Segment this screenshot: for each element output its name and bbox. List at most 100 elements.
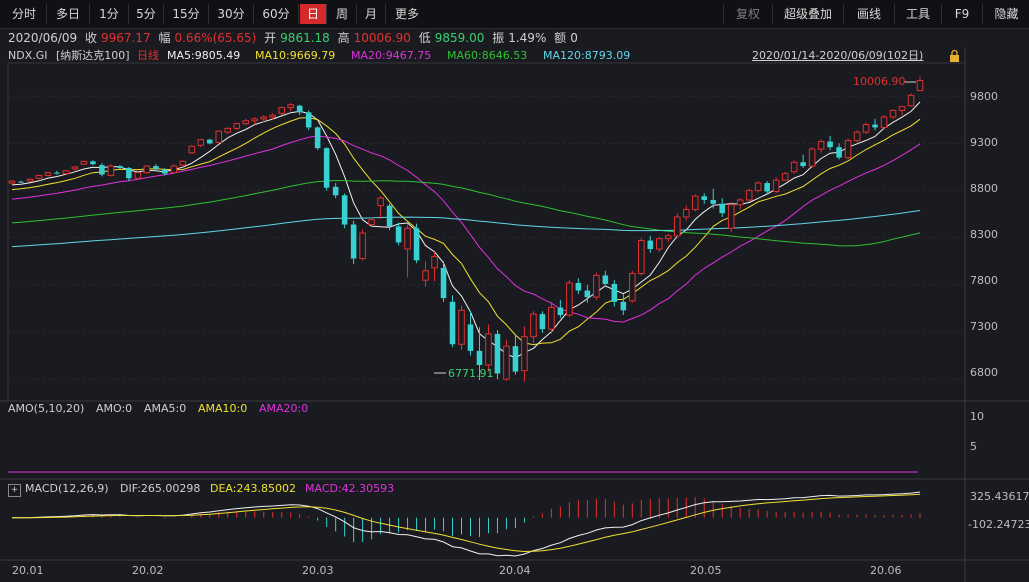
- candlestick-series: [8, 76, 924, 382]
- candle-body: [35, 174, 43, 179]
- candle-body: [772, 179, 780, 193]
- candle-body: [134, 172, 142, 179]
- candle-body: [117, 166, 123, 168]
- candle-body: [206, 139, 213, 144]
- ma20-line: [11, 135, 921, 323]
- period-tab-multiday[interactable]: 多日: [47, 4, 90, 24]
- macd-tick: 325.43617: [970, 490, 1029, 503]
- candle-body: [898, 106, 906, 111]
- ma20-label: MA20:9467.75: [351, 49, 432, 62]
- adjust-button[interactable]: 复权: [723, 4, 772, 24]
- candle-body: [817, 141, 825, 150]
- period-tab-daily[interactable]: 日: [300, 4, 327, 24]
- candle-body: [404, 227, 411, 250]
- amo-tick: 10: [970, 410, 984, 423]
- ama10-value: AMA10:0: [198, 402, 248, 415]
- period-toolbar: 分时 多日 1分 5分 15分 30分 60分 日 周 月 更多 复权 超级叠加…: [0, 0, 1029, 29]
- candle-body: [314, 127, 321, 149]
- candle-body: [179, 160, 187, 166]
- dea-value: DEA:243.85002: [210, 482, 296, 495]
- candle-body: [664, 235, 672, 240]
- candle-body: [242, 120, 250, 125]
- moving-average-lines: [11, 101, 921, 359]
- candle-body: [395, 226, 402, 243]
- candle-body: [197, 139, 205, 146]
- period-tab-60min[interactable]: 60分: [254, 4, 299, 24]
- candle-body: [872, 124, 878, 128]
- draw-line-button[interactable]: 画线: [843, 4, 894, 24]
- candle-body: [800, 162, 806, 167]
- ma60-label: MA60:8646.53: [447, 49, 528, 62]
- period-tab-more[interactable]: 更多: [394, 7, 419, 21]
- candle-body: [754, 182, 762, 192]
- hide-button[interactable]: 隐藏: [982, 4, 1029, 24]
- f9-button[interactable]: F9: [941, 4, 982, 24]
- candle-body: [593, 274, 600, 298]
- candle-body: [503, 345, 510, 380]
- lock-icon[interactable]: [950, 49, 959, 63]
- period-tab-minute[interactable]: 分时: [2, 4, 47, 24]
- candle-body: [62, 170, 70, 175]
- period-label: 日线: [137, 49, 159, 62]
- ma5-label: MA5:9805.49: [167, 49, 241, 62]
- macd-tick: -102.24723: [968, 518, 1029, 531]
- candle-body: [26, 178, 34, 182]
- candle-body: [647, 240, 654, 250]
- amount-value: 0: [570, 31, 578, 45]
- price-tick: 9800: [970, 90, 998, 103]
- ma120-line: [11, 210, 921, 248]
- period-tab-30min[interactable]: 30分: [209, 4, 254, 24]
- date-tick: 20.06: [870, 564, 902, 577]
- date-range-label[interactable]: 2020/01/14-2020/06/09(102日): [752, 49, 924, 62]
- candle-body: [377, 197, 384, 207]
- candle-body: [413, 228, 420, 261]
- dea-line: [12, 493, 921, 553]
- candle-body: [18, 181, 24, 183]
- candle-body: [827, 141, 833, 148]
- tools-button[interactable]: 工具: [894, 4, 941, 24]
- candle-body: [836, 147, 842, 158]
- candle-body: [719, 203, 726, 214]
- overlay-button[interactable]: 超级叠加: [772, 4, 843, 24]
- low-label: 低: [418, 31, 431, 45]
- candle-body: [880, 116, 888, 128]
- candle-body: [323, 148, 330, 188]
- candle-body: [736, 199, 744, 206]
- candle-body: [350, 224, 357, 259]
- candle-body: [566, 282, 573, 316]
- candle-body: [745, 190, 753, 201]
- change-value: 0.66%(65.65): [174, 31, 257, 45]
- ama5-value: AMA5:0: [144, 402, 187, 415]
- macd-title: MACD(12,26,9): [25, 482, 109, 495]
- candle-body: [844, 140, 852, 159]
- candle-body: [287, 104, 294, 109]
- candle-body: [278, 107, 285, 114]
- expand-icon[interactable]: +: [8, 484, 21, 497]
- open-label: 开: [264, 31, 277, 45]
- period-tab-5min[interactable]: 5分: [129, 4, 164, 24]
- candle-body: [710, 200, 717, 204]
- period-tab-weekly[interactable]: 周: [328, 4, 357, 24]
- close-label: 收: [85, 31, 98, 45]
- period-tab-1min[interactable]: 1分: [90, 4, 129, 24]
- candle-body: [682, 208, 690, 218]
- dif-value: DIF:265.00298: [120, 482, 201, 495]
- candle-body: [71, 166, 79, 170]
- candle-body: [907, 94, 915, 107]
- high-label: 高: [337, 31, 350, 45]
- candle-body: [620, 301, 627, 311]
- candle-body: [359, 232, 366, 259]
- candle-body: [916, 80, 924, 92]
- candle-body: [341, 195, 348, 225]
- candle-body: [611, 283, 618, 302]
- change-label: 幅: [158, 31, 171, 45]
- period-tab-15min[interactable]: 15分: [164, 4, 209, 24]
- candle-body: [143, 165, 151, 174]
- candle-body: [449, 301, 456, 345]
- candle-body: [701, 196, 708, 200]
- candle-body: [162, 169, 168, 174]
- candle-body: [431, 256, 438, 269]
- period-tab-monthly[interactable]: 月: [357, 4, 386, 24]
- candle-body: [126, 167, 132, 179]
